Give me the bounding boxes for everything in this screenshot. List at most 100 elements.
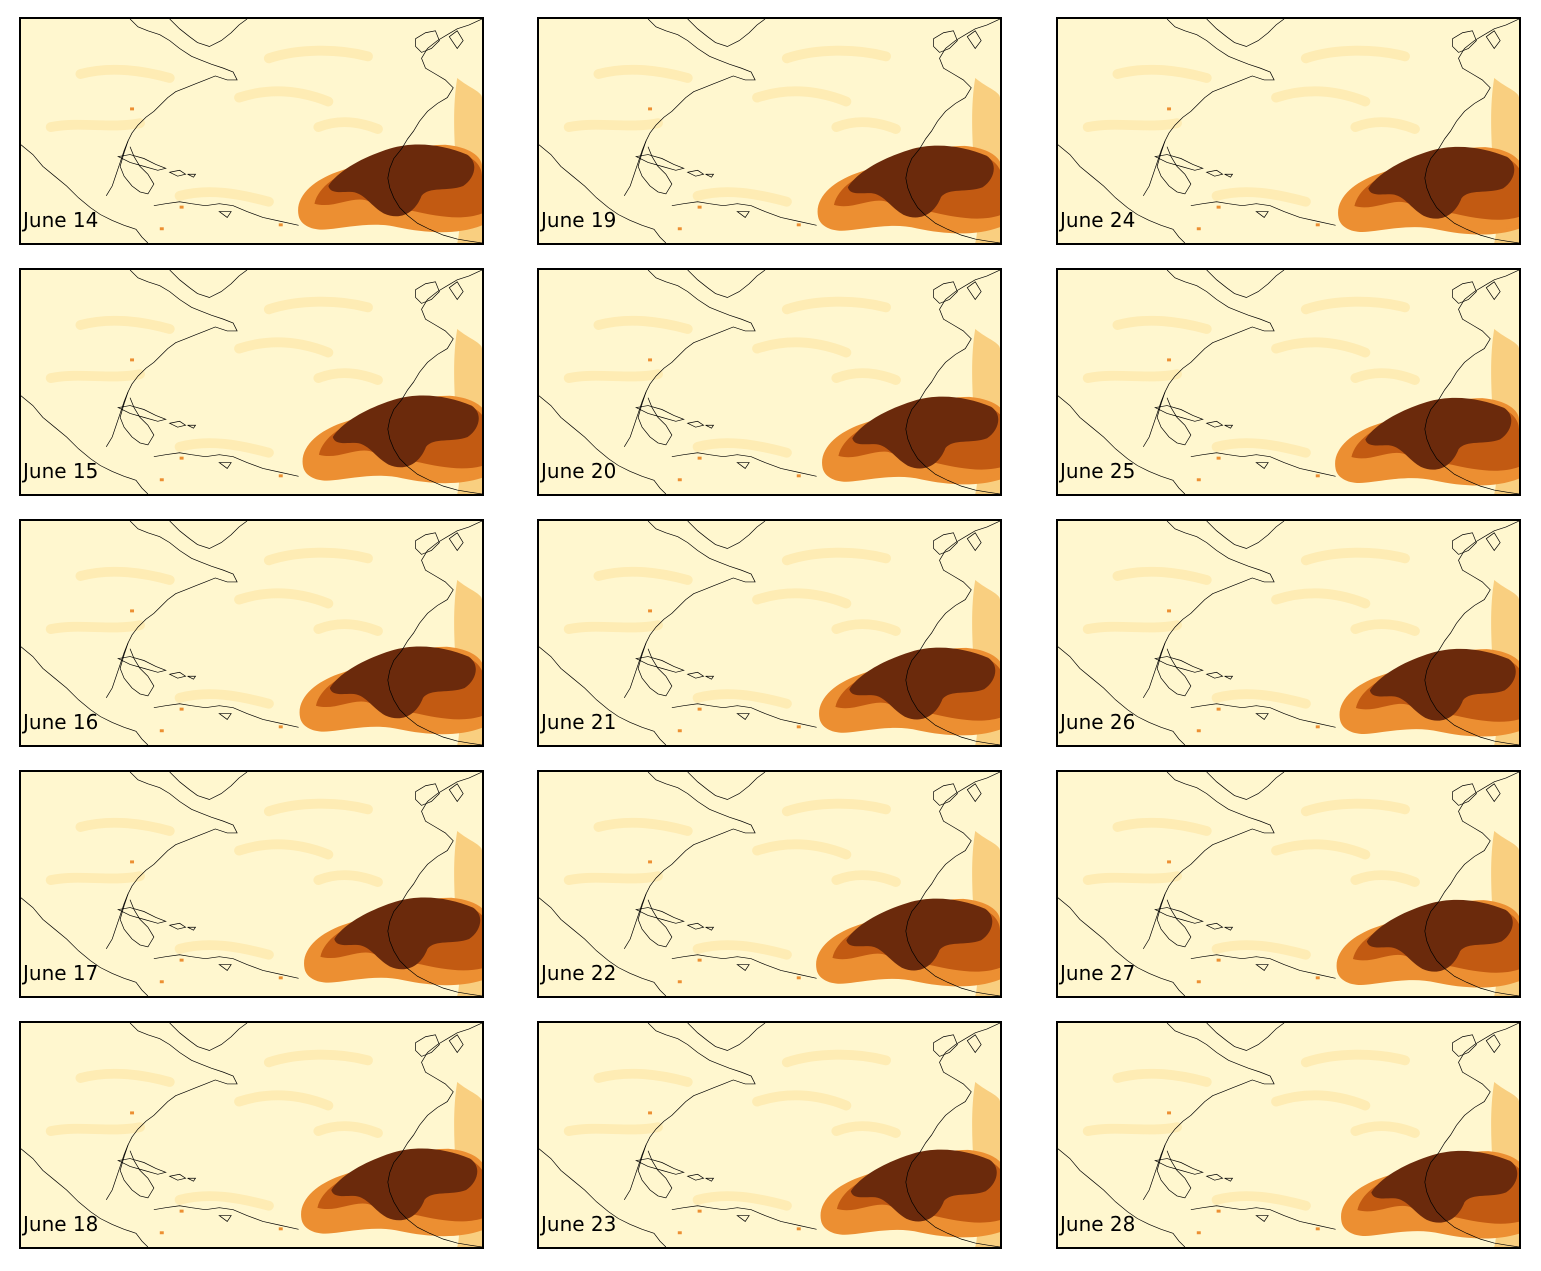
dust-streak xyxy=(831,117,901,134)
coastline xyxy=(1424,19,1519,243)
dust-plume xyxy=(849,647,996,720)
map-panel: June 28 xyxy=(1056,1021,1521,1249)
map-panel: June 23 xyxy=(537,1021,1002,1249)
map-panel: June 20 xyxy=(537,268,1002,496)
panel-date-label: June 23 xyxy=(541,1212,617,1236)
dust-streak xyxy=(1112,817,1212,836)
coastline xyxy=(1206,270,1285,298)
dust-streak xyxy=(174,438,274,458)
dust-hotspot xyxy=(677,729,682,733)
coastline xyxy=(687,1023,766,1051)
coastline xyxy=(686,1173,705,1181)
dust-hotspot xyxy=(469,476,474,480)
coastline xyxy=(905,1023,1000,1247)
coastline xyxy=(736,964,750,971)
dust-hotspot xyxy=(677,1231,682,1235)
dust-streak xyxy=(1271,588,1371,609)
dust-hotspot xyxy=(159,478,164,482)
coastline xyxy=(187,926,197,931)
coastline xyxy=(218,211,232,218)
dust-streak xyxy=(593,817,693,836)
coastline xyxy=(21,395,149,494)
dust-hotspot xyxy=(677,980,682,984)
dust-streak xyxy=(1112,64,1212,83)
panel-date-label: June 27 xyxy=(1060,961,1136,985)
coastline xyxy=(1485,1034,1501,1054)
dust-hotspot xyxy=(278,223,283,227)
dust-streak xyxy=(593,1068,693,1087)
coastline xyxy=(539,897,667,996)
dust-hotspot xyxy=(1216,456,1221,460)
coastline xyxy=(686,671,705,679)
dust-streak xyxy=(75,315,175,334)
dust-streak xyxy=(831,870,901,887)
dust-hotspot xyxy=(179,958,184,962)
coastline xyxy=(905,772,1000,996)
coastline xyxy=(415,30,440,53)
coastline xyxy=(448,1034,464,1054)
dust-streak xyxy=(1112,566,1212,585)
dust-streak xyxy=(234,588,334,609)
dust-hotspot xyxy=(179,707,184,711)
dust-hotspot xyxy=(1315,1227,1320,1231)
dust-streak xyxy=(1350,368,1420,385)
coastline xyxy=(905,521,1000,745)
coastline xyxy=(1255,1215,1269,1222)
dust-hotspot xyxy=(987,1229,992,1233)
dust-plume xyxy=(332,395,479,468)
dust-plume xyxy=(847,145,994,218)
coastline xyxy=(1255,462,1269,469)
dust-plume xyxy=(328,144,475,217)
coastline xyxy=(218,462,232,469)
coastline xyxy=(1058,144,1186,243)
dust-plume xyxy=(334,897,481,970)
dust-hotspot xyxy=(1506,727,1511,731)
dust-streak xyxy=(313,619,383,636)
map-panel: June 17 xyxy=(19,770,484,998)
dust-hotspot xyxy=(1315,223,1320,227)
coastline xyxy=(966,783,982,803)
dust-streak xyxy=(75,64,175,83)
coastline xyxy=(539,144,667,243)
coastline xyxy=(21,897,149,996)
dust-hotspot xyxy=(130,1111,135,1115)
coastline xyxy=(218,713,232,720)
dust-hotspot xyxy=(278,474,283,478)
dust-plume xyxy=(1368,146,1515,219)
dust-streak xyxy=(781,798,891,817)
coastline xyxy=(1205,922,1224,930)
dust-hotspot xyxy=(130,358,135,362)
coastline xyxy=(686,420,705,428)
coastline xyxy=(705,926,715,931)
coastline xyxy=(1205,671,1224,679)
dust-map xyxy=(1058,772,1519,996)
dust-hotspot xyxy=(648,358,653,362)
dust-streak xyxy=(45,1122,145,1136)
coastline xyxy=(1485,30,1501,50)
coastline xyxy=(387,1023,482,1247)
dust-streak xyxy=(45,118,145,132)
dust-hotspot xyxy=(697,1209,702,1213)
coastline xyxy=(448,30,464,50)
coastline xyxy=(1224,173,1234,178)
dust-streak xyxy=(1211,940,1311,960)
coastline xyxy=(736,462,750,469)
coastline xyxy=(1206,772,1285,800)
dust-streak xyxy=(1350,619,1420,636)
panel-date-label: June 17 xyxy=(23,961,99,985)
coastline xyxy=(1058,646,1186,745)
coastline xyxy=(1190,954,1336,979)
coastline xyxy=(933,30,958,53)
coastline xyxy=(1224,926,1234,931)
map-panel: June 22 xyxy=(537,770,1002,998)
coastline xyxy=(168,671,187,679)
dust-streak xyxy=(1300,1049,1410,1068)
coastline xyxy=(671,452,817,477)
coastline xyxy=(1190,201,1336,226)
coastline xyxy=(539,395,667,494)
dust-map xyxy=(21,521,482,745)
dust-streak xyxy=(692,187,792,207)
coastline xyxy=(736,211,750,218)
dust-streak xyxy=(752,86,852,107)
coastline xyxy=(933,281,958,304)
